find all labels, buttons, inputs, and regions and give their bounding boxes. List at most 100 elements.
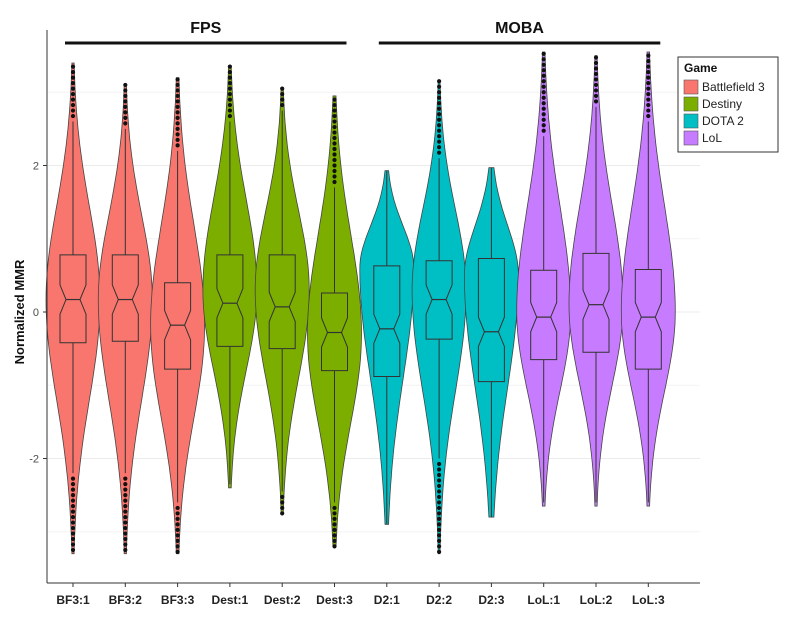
outlier-point bbox=[437, 549, 442, 554]
outlier-point bbox=[541, 62, 546, 67]
legend-swatch bbox=[683, 113, 699, 129]
outlier-point bbox=[332, 168, 337, 174]
outlier-point bbox=[280, 91, 285, 97]
violin-layer bbox=[45, 51, 676, 555]
outlier-point bbox=[175, 527, 180, 532]
violin-body bbox=[45, 62, 101, 555]
outlier-point bbox=[593, 99, 599, 104]
x-tick-label: LoL:1 bbox=[527, 593, 560, 607]
outlier-point bbox=[70, 482, 76, 487]
violin-body bbox=[359, 170, 415, 525]
outlier-point bbox=[70, 531, 76, 536]
outlier-point bbox=[175, 132, 180, 137]
outlier-point bbox=[175, 516, 180, 522]
outlier-point bbox=[646, 53, 651, 58]
outlier-point bbox=[175, 533, 180, 538]
outlier-point bbox=[646, 113, 651, 119]
outlier-point bbox=[175, 99, 180, 104]
x-tick-label: LoL:2 bbox=[580, 593, 613, 607]
violin-BF3:3 bbox=[150, 77, 206, 555]
outlier-point bbox=[70, 509, 76, 514]
legend-label: Battlefield 3 bbox=[702, 80, 765, 94]
outlier-point bbox=[227, 70, 232, 75]
outlier-point bbox=[123, 82, 128, 88]
outlier-point bbox=[175, 549, 180, 554]
outlier-point bbox=[70, 97, 76, 102]
outlier-point bbox=[593, 82, 599, 88]
outlier-point bbox=[541, 73, 546, 78]
outlier-point bbox=[227, 97, 232, 102]
violin-LoL:1 bbox=[516, 51, 572, 507]
outlier-point bbox=[437, 538, 442, 543]
outlier-point bbox=[332, 544, 337, 549]
x-tick-label: Dest:3 bbox=[316, 593, 353, 607]
outlier-point bbox=[437, 117, 442, 122]
outlier-point bbox=[227, 113, 232, 119]
outlier-point bbox=[70, 86, 76, 91]
outlier-point bbox=[437, 139, 442, 144]
outlier-point bbox=[593, 66, 599, 71]
violin-body bbox=[568, 55, 624, 507]
axes bbox=[46, 30, 700, 584]
outlier-point bbox=[227, 64, 232, 69]
y-tick-label: 0 bbox=[33, 307, 39, 319]
outlier-point bbox=[437, 112, 442, 117]
outlier-point bbox=[541, 51, 546, 56]
notched-box bbox=[425, 260, 453, 340]
legend-swatch bbox=[683, 96, 699, 112]
violin-body bbox=[516, 51, 572, 507]
outlier-point bbox=[332, 179, 337, 185]
outlier-point bbox=[280, 86, 285, 91]
group-title: MOBA bbox=[495, 20, 544, 37]
notched-box bbox=[582, 252, 610, 353]
outlier-point bbox=[646, 97, 651, 102]
outlier-point bbox=[593, 71, 599, 77]
outlier-point bbox=[123, 503, 128, 509]
outlier-point bbox=[70, 542, 76, 547]
outlier-point bbox=[332, 152, 337, 157]
legend-items: Battlefield 3 Destiny DOTA 2 LoL bbox=[683, 79, 765, 146]
outlier-point bbox=[437, 90, 442, 95]
outlier-point bbox=[541, 95, 546, 100]
outlier-point bbox=[437, 500, 442, 505]
outlier-point bbox=[646, 81, 651, 86]
outlier-point bbox=[541, 90, 546, 95]
outlier-point bbox=[541, 68, 546, 73]
outlier-point bbox=[123, 99, 128, 104]
x-tick-label: D2:3 bbox=[478, 593, 504, 607]
outlier-point bbox=[70, 547, 76, 553]
outlier-point bbox=[437, 84, 442, 89]
outlier-point bbox=[646, 102, 651, 108]
outlier-point bbox=[541, 123, 546, 128]
outlier-point bbox=[280, 494, 285, 500]
violin-Dest:2 bbox=[254, 86, 310, 516]
outlier-point bbox=[646, 108, 651, 113]
outlier-point bbox=[332, 505, 337, 511]
outlier-point bbox=[541, 112, 546, 117]
outlier-point bbox=[123, 93, 128, 99]
outlier-point bbox=[70, 113, 76, 119]
outlier-point bbox=[227, 86, 232, 91]
outlier-point bbox=[437, 145, 442, 150]
outlier-point bbox=[332, 527, 337, 532]
violin-BF3:2 bbox=[97, 82, 153, 555]
outlier-point bbox=[175, 104, 180, 110]
outlier-point bbox=[123, 110, 128, 115]
outlier-point bbox=[593, 60, 599, 66]
outlier-point bbox=[123, 88, 128, 93]
outlier-point bbox=[437, 505, 442, 511]
outlier-point bbox=[646, 75, 651, 80]
legend-label: Destiny bbox=[702, 97, 742, 111]
outlier-point bbox=[70, 81, 76, 86]
outlier-point bbox=[332, 135, 337, 141]
x-tick-label: Dest:2 bbox=[264, 593, 301, 607]
legend: Game Battlefield 3 Destiny DOTA 2 LoL bbox=[677, 56, 779, 153]
outlier-point bbox=[332, 511, 337, 516]
outlier-point bbox=[123, 536, 128, 542]
violin-D2:3 bbox=[464, 167, 519, 518]
outlier-point bbox=[123, 520, 128, 525]
outlier-point bbox=[175, 538, 180, 543]
outlier-point bbox=[175, 121, 180, 126]
outlier-point bbox=[332, 141, 337, 146]
legend-label: DOTA 2 bbox=[702, 114, 744, 128]
